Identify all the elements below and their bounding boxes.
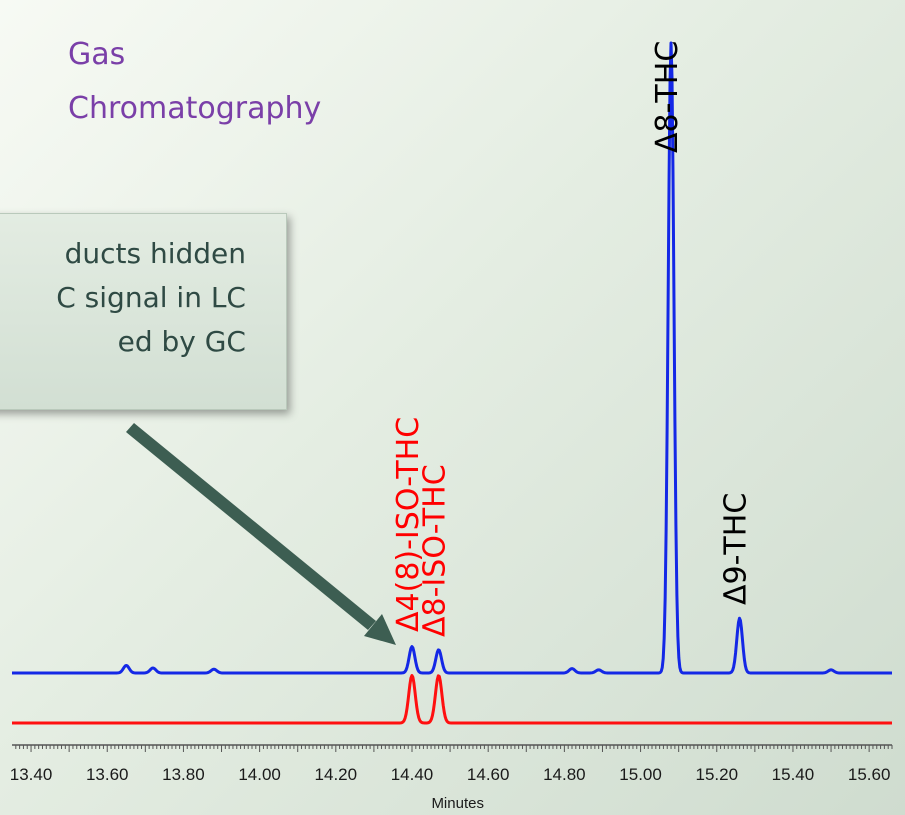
x-tick-label: 15.60: [848, 765, 891, 784]
lc-trace: [11, 674, 893, 725]
gc-trace: [11, 41, 893, 675]
callout-line-1: ducts hidden: [64, 237, 246, 270]
x-tick-label: 15.00: [619, 765, 662, 784]
peak-label: Δ8-THC: [650, 41, 685, 153]
x-tick-label: 15.20: [695, 765, 738, 784]
x-tick-label: 14.40: [391, 765, 434, 784]
chart-title: Gas Chromatography: [68, 28, 321, 136]
x-tick-label: 13.40: [10, 765, 53, 784]
callout-text: ducts hidden C signal in LC ed by GC: [0, 232, 246, 364]
peak-label: Δ9-THC: [719, 493, 754, 605]
callout-line-3: ed by GC: [117, 325, 246, 358]
x-tick-label: 14.20: [315, 765, 358, 784]
x-axis-label: Minutes: [431, 795, 484, 812]
x-tick-label: 14.80: [543, 765, 586, 784]
peak-label: Δ4(8)-ISO-THC: [391, 417, 426, 632]
arrow-shaft: [126, 423, 376, 630]
traces: [11, 41, 893, 725]
x-tick-label: 13.80: [162, 765, 205, 784]
callout-box: ducts hidden C signal in LC ed by GC: [0, 213, 287, 410]
callout-arrow: [126, 423, 396, 645]
x-tick-label: 13.60: [86, 765, 129, 784]
title-line-1: Gas: [68, 37, 126, 72]
x-axis: 13.40 13.60 13.80 14.00 14.20 14.40 14.60 14.80…: [10, 744, 893, 812]
x-tick-label: 14.60: [467, 765, 510, 784]
title-line-2: Chromatography: [68, 91, 322, 126]
x-tick-label: 15.40: [772, 765, 815, 784]
peak-label: Δ8-ISO-THC: [418, 464, 453, 637]
arrow-head: [364, 614, 396, 645]
callout-line-2: C signal in LC: [56, 281, 246, 314]
x-tick-label: 14.00: [238, 765, 281, 784]
